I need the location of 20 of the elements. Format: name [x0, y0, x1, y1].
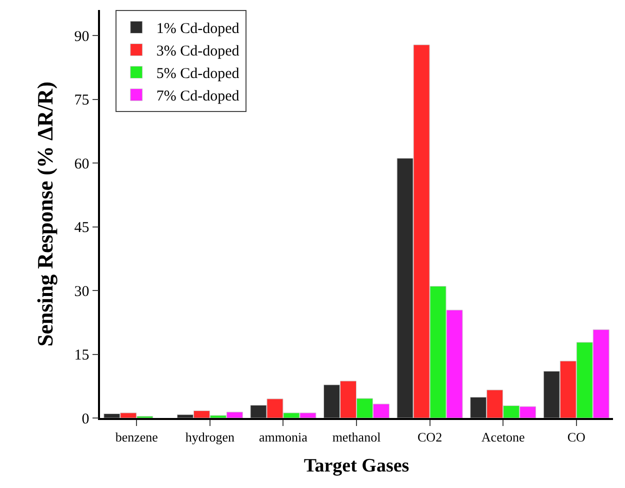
- y-tick-label: 45: [74, 220, 90, 236]
- x-axis-title: Target Gases: [304, 456, 410, 477]
- legend-label: 1% Cd-doped: [156, 21, 240, 38]
- x-tick-label: CO2: [418, 429, 442, 444]
- y-tick-label: 30: [74, 284, 90, 300]
- y-tick-label: 90: [74, 28, 90, 45]
- y-axis-title: Sensing Response (% ΔR/R): [32, 82, 58, 346]
- x-tick-label: CO: [567, 429, 586, 444]
- legend-label: 7% Cd-doped: [156, 88, 240, 105]
- legend-label: 3% Cd-doped: [156, 44, 240, 60]
- y-tick-label: 15: [74, 348, 90, 364]
- x-tick-label: Acetone: [481, 429, 525, 444]
- y-tick-label: 75: [74, 92, 90, 108]
- x-tick-label: ammonia: [259, 429, 308, 444]
- x-tick-label: benzene: [115, 429, 158, 444]
- y-tick-label: 60: [74, 156, 90, 172]
- y-tick-label: 0: [82, 411, 90, 428]
- x-tick-label: methanol: [332, 429, 382, 444]
- x-tick-label: hydrogen: [185, 429, 235, 444]
- legend-label: 5% Cd-doped: [156, 66, 240, 82]
